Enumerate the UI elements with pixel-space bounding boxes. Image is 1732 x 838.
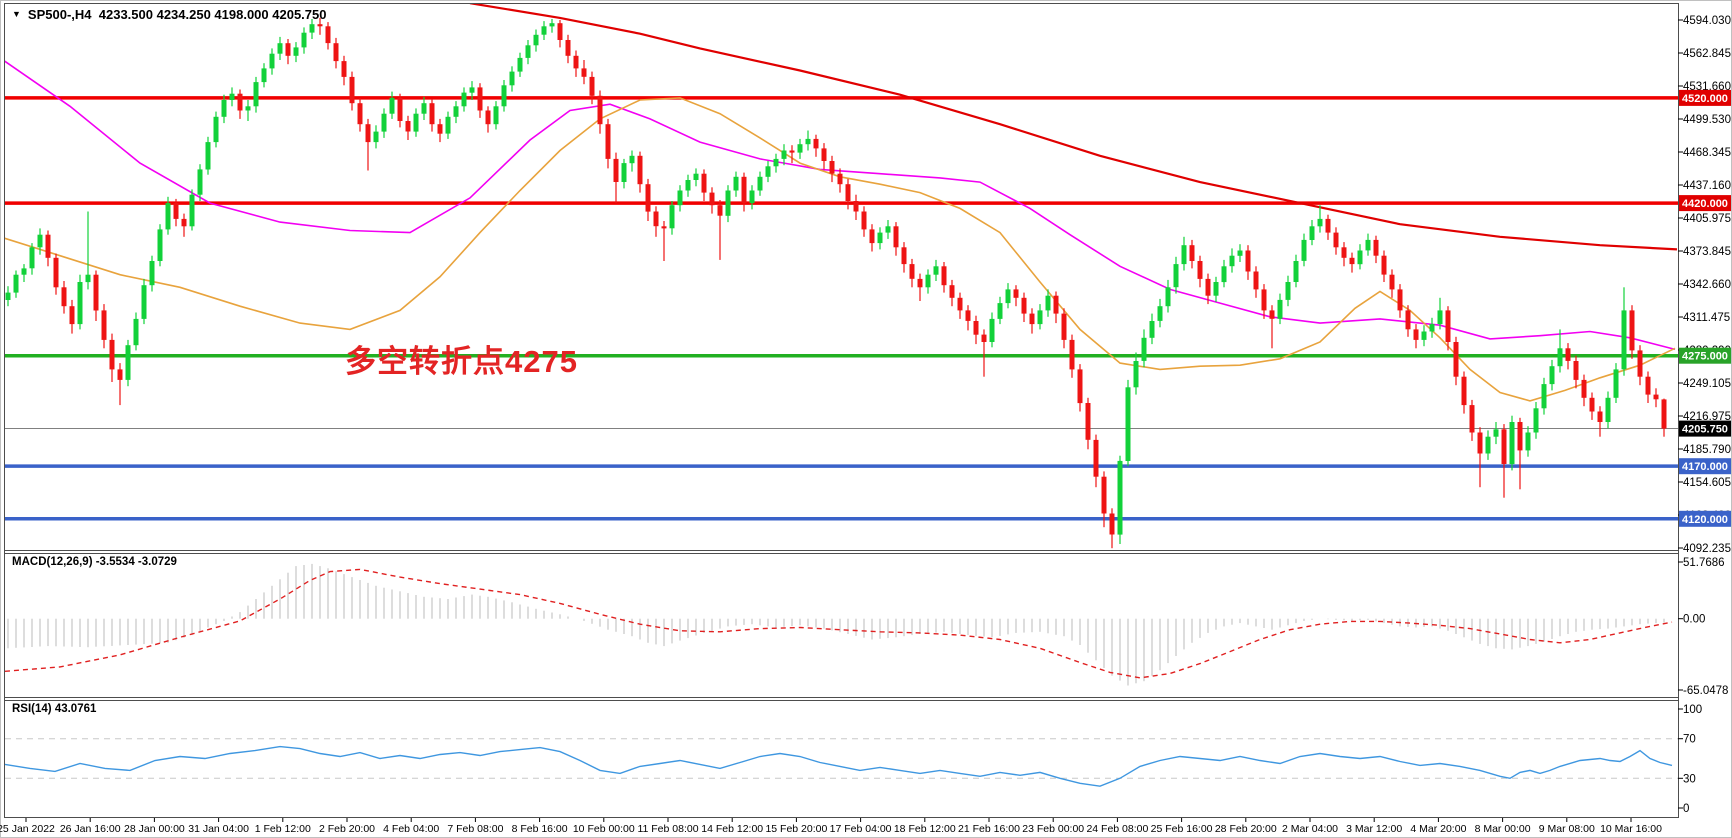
rsi-tick-label: 0 xyxy=(1683,803,1689,815)
date-tick-label: 2 Feb 20:00 xyxy=(319,823,375,835)
date-tick-label: 25 Feb 16:00 xyxy=(1151,823,1213,835)
date-tick-label: 10 Mar 16:00 xyxy=(1600,823,1662,835)
date-tick-label: 14 Feb 12:00 xyxy=(701,823,763,835)
price-tick-label: 4216.975 xyxy=(1683,411,1731,423)
macd-tick-label: 51.7686 xyxy=(1683,557,1725,569)
macd-tick-label: -65.0478 xyxy=(1683,685,1728,697)
date-tick-label: 4 Mar 20:00 xyxy=(1410,823,1466,835)
macd-axis: 51.7686 0.00 -65.0478 xyxy=(1678,557,1728,697)
date-tick-label: 4 Feb 04:00 xyxy=(383,823,439,835)
date-tick-label: 10 Feb 00:00 xyxy=(573,823,635,835)
panel-borders xyxy=(4,3,1679,818)
price-tick-label: 4562.845 xyxy=(1683,48,1731,60)
date-tick-label: 1 Feb 12:00 xyxy=(255,823,311,835)
date-tick-label: 28 Jan 00:00 xyxy=(124,823,185,835)
rsi-line xyxy=(4,745,1673,787)
price-tick-label: 4437.160 xyxy=(1683,180,1731,192)
price-tick-label: 4342.660 xyxy=(1683,279,1731,291)
candles-layer xyxy=(5,17,1667,549)
price-axis-badges: 4520.000 4420.000 4275.000 4205.750 4170.000… xyxy=(1679,89,1731,527)
price-tick-label: 4092.235 xyxy=(1683,543,1731,555)
price-tick-label: 4468.345 xyxy=(1683,147,1731,159)
horizontal-level-lines[interactable] xyxy=(5,96,1678,521)
ma-fast-orange xyxy=(5,97,1676,402)
price-tick-label: 4249.105 xyxy=(1683,378,1731,390)
chart-title-ohlc: 4233.500 4234.250 4198.000 4205.750 xyxy=(98,7,327,22)
price-tick-label: 4373.845 xyxy=(1683,246,1731,258)
chart-title: ▼ SP500-,H4 4233.500 4234.250 4198.000 42… xyxy=(12,7,326,22)
rsi-tick-label: 100 xyxy=(1683,704,1702,716)
price-badge-4520.000: 4520.000 xyxy=(1682,93,1728,105)
macd-histogram xyxy=(7,563,1665,686)
date-tick-label: 24 Feb 08:00 xyxy=(1086,823,1148,835)
date-tick-label: 21 Feb 16:00 xyxy=(958,823,1020,835)
ma-slow-red xyxy=(469,4,1678,251)
price-tick-label: 4499.530 xyxy=(1683,114,1731,126)
price-tick-label: 4154.605 xyxy=(1683,477,1731,489)
price-tick-label: 4185.790 xyxy=(1683,444,1731,456)
price-tick-label: 4594.030 xyxy=(1683,15,1731,27)
date-tick-label: 17 Feb 04:00 xyxy=(830,823,892,835)
rsi-axis: 100 70 30 0 xyxy=(1678,704,1702,815)
date-tick-label: 7 Feb 08:00 xyxy=(447,823,503,835)
rsi-tick-label: 30 xyxy=(1683,773,1696,785)
date-tick-label: 26 Jan 16:00 xyxy=(60,823,121,835)
rsi-tick-label: 70 xyxy=(1683,734,1696,746)
date-axis: 25 Jan 2022 26 Jan 16:00 28 Jan 00:00 31 Ja… xyxy=(0,818,1662,835)
date-tick-label: 3 Mar 12:00 xyxy=(1346,823,1402,835)
rsi-levels xyxy=(5,738,1678,779)
price-tick-label: 4311.475 xyxy=(1683,312,1730,324)
date-tick-label: 25 Jan 2022 xyxy=(0,823,55,835)
date-tick-label: 9 Mar 08:00 xyxy=(1539,823,1595,835)
price-badge-4120.000: 4120.000 xyxy=(1682,514,1728,526)
price-badge-4205.750: 4205.750 xyxy=(1682,424,1728,436)
price-badge-4275.000: 4275.000 xyxy=(1682,351,1728,363)
date-tick-label: 31 Jan 04:00 xyxy=(188,823,249,835)
price-badge-4170.000: 4170.000 xyxy=(1682,461,1728,473)
macd-signal-line xyxy=(4,568,1673,679)
rsi-indicator-label: RSI(14) 43.0761 xyxy=(12,703,97,715)
date-tick-label: 11 Feb 08:00 xyxy=(637,823,698,835)
macd-indicator-label: MACD(12,26,9) -3.5534 -3.0729 xyxy=(12,556,177,568)
date-tick-label: 18 Feb 12:00 xyxy=(894,823,956,835)
chart-title-symbol: SP500-,H4 xyxy=(27,7,92,22)
date-tick-label: 2 Mar 04:00 xyxy=(1282,823,1338,835)
date-tick-label: 8 Mar 00:00 xyxy=(1475,823,1531,835)
price-badge-4420.000: 4420.000 xyxy=(1682,198,1728,210)
chart-annotation-text: 多空转折点4275 xyxy=(345,344,578,379)
price-axis: 4594.0304562.8454531.6604499.5304468.345… xyxy=(1678,15,1731,555)
date-tick-label: 15 Feb 20:00 xyxy=(765,823,827,835)
date-tick-label: 28 Feb 20:00 xyxy=(1215,823,1277,835)
date-tick-label: 8 Feb 16:00 xyxy=(512,823,568,835)
price-tick-label: 4405.975 xyxy=(1683,213,1731,225)
symbol-dropdown-icon[interactable]: ▼ xyxy=(12,9,21,19)
date-tick-label: 23 Feb 00:00 xyxy=(1022,823,1084,835)
macd-tick-label: 0.00 xyxy=(1683,614,1705,626)
